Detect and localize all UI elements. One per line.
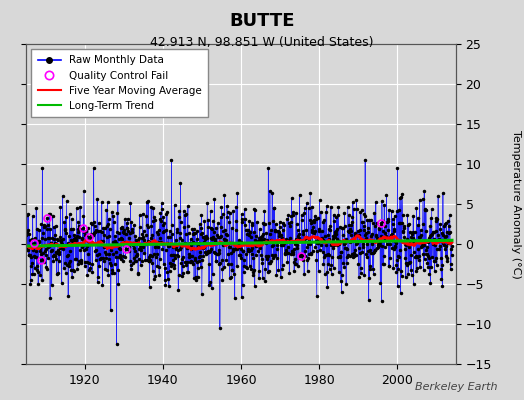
Y-axis label: Temperature Anomaly (°C): Temperature Anomaly (°C) — [511, 130, 521, 278]
Text: Berkeley Earth: Berkeley Earth — [416, 382, 498, 392]
Text: 42.913 N, 98.851 W (United States): 42.913 N, 98.851 W (United States) — [150, 36, 374, 49]
Legend: Raw Monthly Data, Quality Control Fail, Five Year Moving Average, Long-Term Tren: Raw Monthly Data, Quality Control Fail, … — [31, 49, 208, 117]
Text: BUTTE: BUTTE — [230, 12, 294, 30]
